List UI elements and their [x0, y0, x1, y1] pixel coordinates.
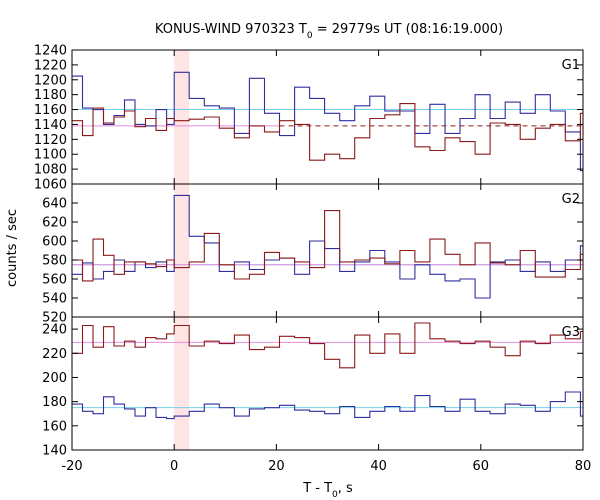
panels-group: 1060108011001120114011601180120012201240…: [34, 44, 591, 475]
y-tick-label: 180: [42, 395, 67, 410]
y-tick-label: 600: [42, 235, 67, 250]
y-axis-label: counts / sec: [5, 209, 20, 287]
series-line-blue: [72, 71, 583, 172]
panel-frame: [71, 183, 584, 318]
series-line-blue: [72, 391, 583, 420]
y-tick-label: 520: [42, 311, 67, 326]
y-tick-label: 640: [42, 197, 67, 212]
panel-label-g1: G1: [562, 58, 580, 73]
y-tick-label: 1060: [34, 178, 67, 193]
y-tick-label: 1080: [34, 163, 67, 178]
y-tick-label: 1140: [34, 118, 67, 133]
y-tick-label: 220: [42, 347, 67, 362]
highlight-band: [174, 317, 190, 450]
panel-g1: 1060108011001120114011601180120012201240…: [34, 44, 584, 193]
x-axis-label-subscript: 0: [332, 490, 338, 500]
x-axis-label-suffix: , s: [338, 481, 353, 496]
chart-title-suffix: = 29779s UT (08:16:19.000): [313, 22, 503, 37]
panel-label-g2: G2: [562, 192, 580, 207]
panel-label-g3: G3: [562, 325, 580, 340]
x-tick-label: 40: [370, 459, 387, 474]
y-tick-label: 580: [42, 254, 67, 269]
y-tick-label: 1220: [34, 58, 67, 73]
y-tick-label: 620: [42, 216, 67, 231]
x-tick-label: 80: [575, 459, 592, 474]
y-tick-label: 1100: [34, 148, 67, 163]
x-tick-label: 0: [170, 459, 178, 474]
y-tick-label: 200: [42, 371, 67, 386]
y-tick-label: 1180: [34, 88, 67, 103]
y-tick-label: 1120: [34, 133, 67, 148]
y-tick-label: 1240: [34, 44, 67, 59]
series-line-red: [72, 103, 583, 161]
series-line-red: [72, 210, 583, 282]
x-tick-label: 20: [268, 459, 285, 474]
panel-frame: [71, 316, 584, 451]
y-tick-label: 540: [42, 292, 67, 307]
y-tick-label: 240: [42, 323, 67, 338]
x-axis-label-prefix: T - T: [302, 481, 332, 496]
chart-title: KONUS-WIND 970323 T0 = 29779s UT (08:16:…: [155, 22, 503, 41]
panel-g2: 520 540 560 580 600 620 640 G2: [42, 183, 584, 326]
panel-g3: 140 160 180 200 220 240 -20 0 20 40 60 80 G3: [42, 316, 592, 474]
chart-title-prefix: KONUS-WIND 970323 T: [155, 22, 307, 37]
y-tick-label: 560: [42, 273, 67, 288]
y-tick-label: 1200: [34, 73, 67, 88]
chart-title-subscript: 0: [307, 31, 313, 41]
y-tick-label: 1160: [34, 103, 67, 118]
highlight-band: [174, 184, 190, 317]
highlight-band: [174, 50, 190, 184]
series-line-red: [72, 322, 583, 369]
x-tick-label: 60: [473, 459, 490, 474]
y-tick-label: 160: [42, 419, 67, 434]
x-tick-label: -20: [61, 459, 82, 474]
y-tick-label: 140: [42, 444, 67, 459]
x-axis-label: T - T0, s: [302, 481, 353, 500]
panel-frame: [71, 49, 584, 185]
